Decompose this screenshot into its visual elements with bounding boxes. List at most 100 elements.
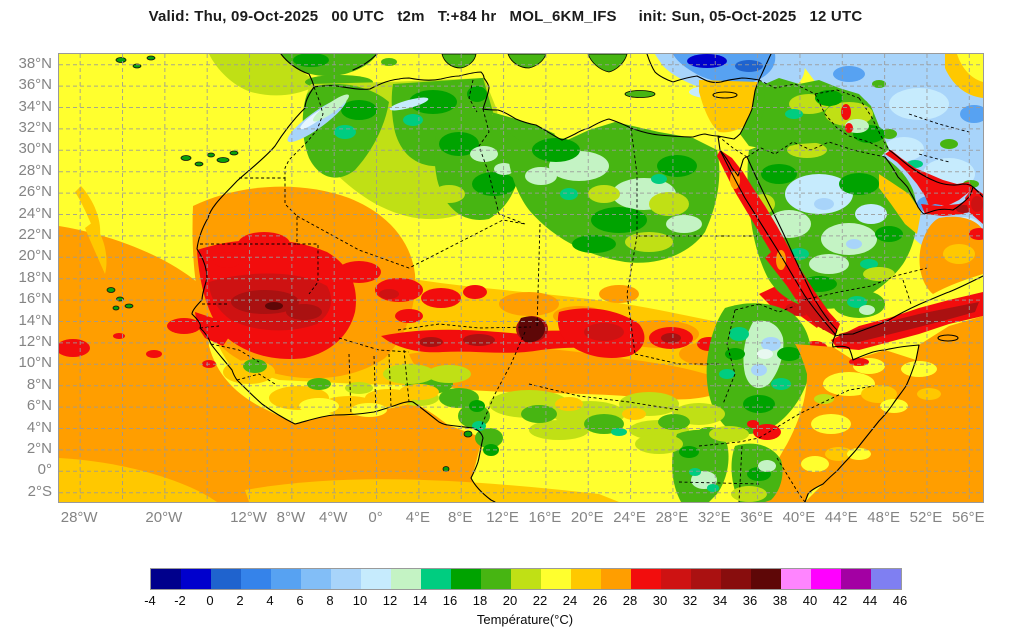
lon-tick-label: 44°E bbox=[824, 509, 858, 526]
lat-tick-label: 2°S bbox=[27, 482, 52, 500]
lat-tick-label: 6°N bbox=[26, 397, 52, 415]
colorbar-cell bbox=[481, 569, 511, 589]
colorbar-cell bbox=[181, 569, 211, 589]
islands bbox=[106, 55, 473, 472]
colorbar-tick-label: 26 bbox=[592, 593, 608, 608]
colorbar-caption: Température(°C) bbox=[476, 612, 574, 627]
colorbar bbox=[150, 568, 902, 590]
lat-tick-label: 18°N bbox=[18, 268, 52, 286]
lon-tick-label: 36°E bbox=[740, 509, 773, 526]
colorbar-tick-label: 16 bbox=[442, 593, 458, 608]
lat-tick-label: 12°N bbox=[18, 332, 52, 350]
colorbar-tick-label: 34 bbox=[712, 593, 728, 608]
lat-tick-label: 10°N bbox=[18, 354, 52, 372]
colorbar-cell bbox=[391, 569, 421, 589]
colorbar-tick-label: 6 bbox=[296, 593, 304, 608]
lon-tick-label: 8°W bbox=[276, 509, 306, 526]
lat-tick-label: 30°N bbox=[18, 140, 52, 158]
lon-tick-label: 12°W bbox=[230, 509, 267, 526]
colorbar-tick-label: 22 bbox=[532, 593, 548, 608]
colorbar-cell bbox=[571, 569, 601, 589]
colorbar-cell bbox=[721, 569, 751, 589]
lon-tick-label: 24°E bbox=[613, 509, 646, 526]
lat-tick-label: 8°N bbox=[26, 375, 52, 393]
lon-tick-label: 12°E bbox=[486, 509, 519, 526]
colorbar-tick-label: 24 bbox=[562, 593, 578, 608]
colorbar-tick-label: 18 bbox=[472, 593, 488, 608]
colorbar-cell bbox=[601, 569, 631, 589]
colorbar-cell bbox=[421, 569, 451, 589]
lat-tick-label: 2°N bbox=[26, 439, 52, 457]
colorbar-tick-label: 42 bbox=[832, 593, 848, 608]
colorbar-tick-label: 10 bbox=[352, 593, 368, 608]
colorbar-tick-label: 40 bbox=[802, 593, 818, 608]
colorbar-tick-label: -2 bbox=[174, 593, 186, 608]
colorbar-tick-label: 0 bbox=[206, 593, 214, 608]
colorbar-tick-label: 20 bbox=[502, 593, 518, 608]
lat-tick-label: 24°N bbox=[18, 204, 52, 222]
lat-tick-label: 32°N bbox=[18, 118, 52, 136]
lon-tick-label: 0° bbox=[368, 509, 383, 526]
lat-tick-label: 4°N bbox=[26, 418, 52, 436]
lon-tick-label: 20°W bbox=[145, 509, 183, 526]
lat-tick-label: 34°N bbox=[18, 97, 52, 115]
colorbar-cell bbox=[301, 569, 331, 589]
colorbar-tick-label: 30 bbox=[652, 593, 668, 608]
colorbar-tick-label: 8 bbox=[326, 593, 334, 608]
colorbar-tick-label: 32 bbox=[682, 593, 698, 608]
colorbar-cell bbox=[751, 569, 781, 589]
colorbar-cell bbox=[541, 569, 571, 589]
colorbar-tick-label: 44 bbox=[862, 593, 878, 608]
lat-tick-label: 22°N bbox=[18, 225, 52, 243]
colorbar-cell bbox=[871, 569, 901, 589]
lon-tick-label: 40°E bbox=[782, 509, 816, 526]
colorbar-tick-label: 38 bbox=[772, 593, 788, 608]
lon-tick-label: 4°W bbox=[318, 509, 348, 526]
colorbar-tick-label: 36 bbox=[742, 593, 758, 608]
colorbar-cell bbox=[241, 569, 271, 589]
lat-tick-label: 16°N bbox=[18, 290, 52, 308]
lon-tick-label: 20°E bbox=[570, 509, 604, 526]
colorbar-cell bbox=[631, 569, 661, 589]
lon-tick-label: 16°E bbox=[528, 509, 562, 526]
temperature-map bbox=[59, 54, 983, 502]
lat-tick-label: 26°N bbox=[18, 183, 52, 201]
colorbar-tick-label: 46 bbox=[892, 593, 908, 608]
lon-tick-label: 52°E bbox=[909, 509, 943, 526]
colorbar-cell bbox=[451, 569, 481, 589]
colorbar-cell bbox=[331, 569, 361, 589]
lon-tick-label: 32°E bbox=[697, 509, 731, 526]
gridlines bbox=[59, 54, 983, 502]
lat-tick-label: 36°N bbox=[18, 76, 52, 94]
lat-tick-label: 14°N bbox=[18, 311, 52, 329]
lat-tick-label: 28°N bbox=[18, 161, 52, 179]
colorbar-tick-label: -4 bbox=[144, 593, 156, 608]
coastlines bbox=[191, 54, 983, 502]
colorbar-tick-label: 14 bbox=[412, 593, 428, 608]
lat-tick-label: 0° bbox=[37, 461, 52, 479]
lon-tick-label: 28°W bbox=[60, 509, 98, 526]
colorbar-tick-label: 28 bbox=[622, 593, 638, 608]
colorbar-cell bbox=[691, 569, 721, 589]
colorbar-cell bbox=[211, 569, 241, 589]
colorbar-cell bbox=[511, 569, 541, 589]
colorbar-cell bbox=[361, 569, 391, 589]
colorbar-tick-label: 2 bbox=[236, 593, 244, 608]
colorbar-cell bbox=[781, 569, 811, 589]
lon-tick-label: 48°E bbox=[867, 509, 900, 526]
colorbar-tick-label: 4 bbox=[266, 593, 274, 608]
colorbar-cell bbox=[271, 569, 301, 589]
lon-tick-label: 4°E bbox=[405, 509, 431, 526]
colorbar-cell bbox=[841, 569, 871, 589]
colorbar-cell bbox=[151, 569, 181, 589]
map-area bbox=[58, 53, 984, 503]
lon-tick-label: 8°E bbox=[448, 509, 473, 526]
colorbar-cell bbox=[661, 569, 691, 589]
colorbar-tick-label: 12 bbox=[382, 593, 398, 608]
colorbar-cell bbox=[811, 569, 841, 589]
map-title: Valid: Thu, 09-Oct-2025 00 UTC t2m T:+84… bbox=[148, 8, 863, 25]
lat-tick-label: 38°N bbox=[18, 54, 52, 72]
lon-tick-label: 28°E bbox=[655, 509, 689, 526]
lat-tick-label: 20°N bbox=[18, 247, 52, 265]
